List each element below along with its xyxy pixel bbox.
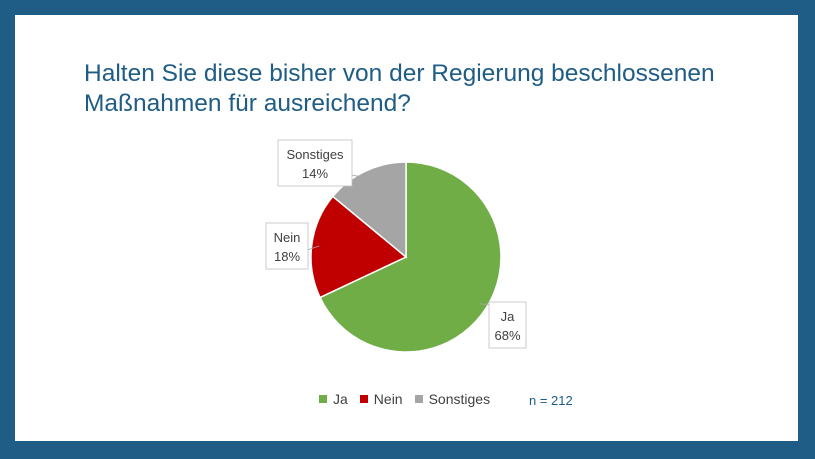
sample-size-note: n = 212 [529, 393, 573, 408]
data-label-category-nein: Nein [274, 230, 301, 245]
data-label-value-ja: 68% [494, 328, 520, 343]
slide-title: Halten Sie diese bisher von der Regierun… [84, 60, 715, 117]
data-label-value-sonstiges: 14% [302, 166, 328, 181]
data-label-value-nein: 18% [274, 249, 300, 264]
data-label-box-nein [265, 222, 309, 270]
data-label-category-ja: Ja [501, 309, 516, 324]
legend-label-ja: Ja [333, 391, 348, 407]
chart-legend: Ja Nein Sonstiges [319, 391, 502, 407]
pie-slice-nein [310, 195, 408, 299]
data-label-box-ja [488, 301, 527, 349]
legend-label-nein: Nein [373, 391, 403, 407]
legend-label-sonstiges: Sonstiges [428, 391, 491, 407]
pie-chart: Ja 68% Nein 18% Sonstiges 14% [265, 139, 527, 353]
data-label-category-sonstiges: Sonstiges [286, 147, 344, 162]
pie-slice-ja [319, 161, 502, 353]
legend-item-sonstiges: Sonstiges [414, 391, 491, 407]
legend-item-ja: Ja [319, 391, 348, 407]
slide: Halten Sie diese bisher von der Regierun… [15, 15, 798, 441]
legend-swatch-sonstiges [414, 395, 423, 403]
legend-swatch-ja [319, 395, 327, 403]
legend-swatch-nein [359, 395, 368, 403]
data-label-box-sonstiges [277, 139, 353, 187]
legend-item-nein: Nein [359, 391, 403, 407]
